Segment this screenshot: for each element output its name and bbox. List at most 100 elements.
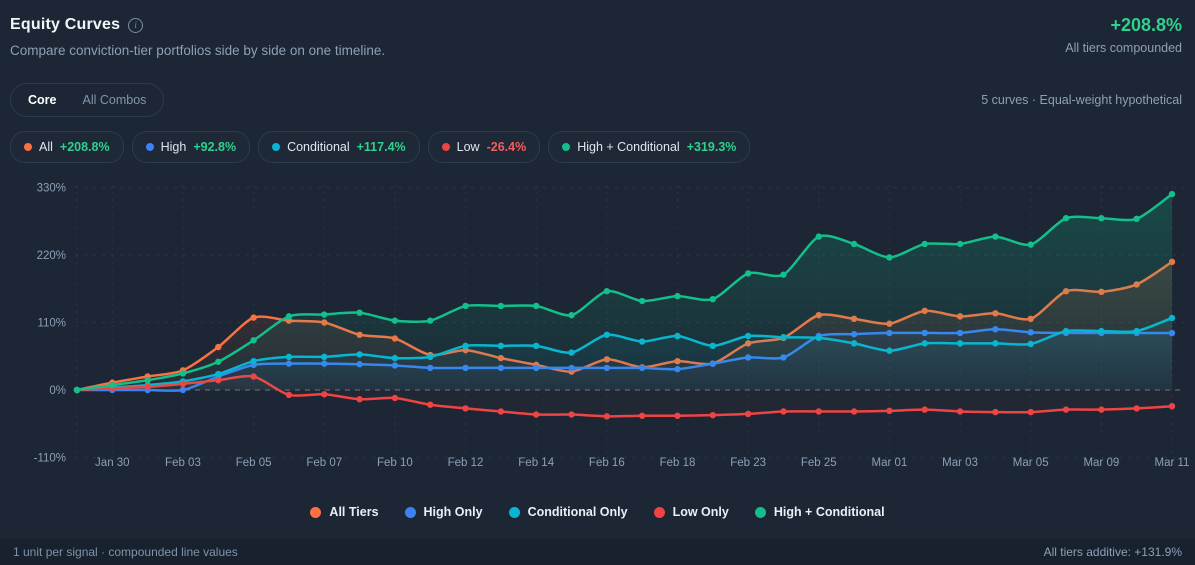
data-point[interactable] [921, 240, 928, 248]
data-point[interactable] [956, 408, 964, 415]
legend-item-low-only[interactable]: Low Only [653, 505, 729, 519]
data-point[interactable] [73, 386, 81, 394]
data-point[interactable] [179, 370, 187, 377]
equity-chart-svg[interactable]: Jan 30 Feb 03 Feb 05 Feb 07 Feb 10 Feb 12 Feb … [0, 175, 1195, 475]
data-point[interactable] [462, 405, 469, 412]
series-chip-high-conditional[interactable]: High + Conditional +319.3% [548, 131, 751, 163]
data-point[interactable] [603, 288, 611, 295]
data-point[interactable] [815, 233, 822, 240]
data-point[interactable] [532, 411, 540, 418]
x-tick-label: Mar 09 [1083, 457, 1119, 469]
data-point[interactable] [674, 412, 681, 419]
data-point[interactable] [1133, 215, 1140, 223]
series-chip-low[interactable]: Low -26.4% [427, 131, 541, 163]
x-tick-label: Mar 01 [872, 457, 908, 469]
data-point[interactable] [568, 411, 575, 418]
data-point[interactable] [285, 391, 293, 399]
legend-item-all-tiers[interactable]: All Tiers [310, 505, 379, 519]
data-point[interactable] [285, 313, 293, 320]
series-dot-icon [272, 143, 281, 151]
x-tick-label: Mar 03 [942, 457, 978, 469]
legend-item-high-only[interactable]: High Only [404, 505, 483, 519]
x-tick-label: Feb 18 [660, 457, 696, 469]
data-point[interactable] [780, 271, 787, 278]
data-point[interactable] [709, 411, 717, 419]
data-point[interactable] [250, 337, 257, 344]
x-tick-label: Mar 05 [1013, 457, 1049, 469]
equity-chart: Jan 30 Feb 03 Feb 05 Feb 07 Feb 10 Feb 12 Feb … [0, 175, 1195, 475]
data-point[interactable] [356, 396, 363, 403]
tab-all-combos[interactable]: All Combos [69, 87, 159, 113]
data-point[interactable] [356, 309, 363, 316]
data-point[interactable] [391, 394, 399, 402]
data-point[interactable] [462, 302, 469, 310]
data-point[interactable] [992, 233, 999, 240]
data-point[interactable] [815, 408, 822, 415]
series-chips-row: All +208.8% High +92.8% Conditional +117.4% Lo… [10, 131, 751, 163]
legend-label: High + Conditional [773, 505, 885, 519]
x-tick-label: Jan 30 [95, 457, 130, 469]
legend-label: Low Only [672, 505, 729, 519]
data-point[interactable] [532, 302, 540, 310]
data-point[interactable] [921, 406, 928, 413]
page-title: Equity Curves [10, 16, 121, 33]
page-subtitle: Compare conviction-tier portfolios side … [10, 43, 386, 58]
data-point[interactable] [603, 413, 611, 420]
data-point[interactable] [992, 408, 999, 416]
series-dot-icon [562, 143, 571, 151]
data-point[interactable] [427, 317, 434, 324]
data-point[interactable] [497, 408, 505, 415]
data-point[interactable] [109, 381, 116, 389]
data-point[interactable] [215, 358, 222, 365]
y-tick-label: -110% [34, 452, 66, 464]
data-point[interactable] [144, 376, 151, 384]
data-point[interactable] [850, 408, 858, 415]
data-point[interactable] [321, 391, 328, 398]
y-tick-label: 220% [37, 250, 66, 262]
data-point[interactable] [744, 270, 752, 277]
data-point[interactable] [250, 314, 257, 321]
legend-item-high-conditional[interactable]: High + Conditional [754, 505, 885, 519]
data-point[interactable] [780, 408, 787, 415]
data-point[interactable] [1098, 214, 1105, 222]
legend-dot-icon [508, 506, 520, 518]
data-point[interactable] [1098, 406, 1105, 413]
series-chip-conditional[interactable]: Conditional +117.4% [258, 131, 420, 163]
data-point[interactable] [568, 311, 575, 319]
x-tick-label: Feb 16 [589, 457, 625, 469]
data-point[interactable] [638, 297, 646, 305]
data-point[interactable] [956, 240, 964, 248]
data-point[interactable] [1027, 241, 1034, 248]
series-dot-icon [24, 143, 32, 151]
data-point[interactable] [1133, 405, 1140, 412]
series-chip-value: -26.4% [486, 140, 527, 154]
series-chip-value: +319.3% [686, 140, 737, 154]
data-point[interactable] [850, 240, 858, 248]
data-point[interactable] [744, 410, 752, 418]
data-point[interactable] [391, 317, 399, 324]
data-point[interactable] [427, 401, 434, 408]
data-point[interactable] [215, 343, 222, 351]
series-chip-label: All [39, 140, 53, 154]
info-icon[interactable]: i [128, 17, 144, 33]
data-point[interactable] [1168, 402, 1176, 410]
data-point[interactable] [497, 302, 505, 310]
data-point[interactable] [886, 407, 893, 415]
x-tick-label: Feb 07 [306, 457, 342, 469]
data-point[interactable] [674, 292, 681, 300]
data-point[interactable] [321, 311, 328, 318]
series-chip-all[interactable]: All +208.8% [10, 131, 124, 163]
chart-legend: All Tiers High Only Conditional Only Low On… [0, 505, 1195, 519]
data-point[interactable] [1027, 408, 1034, 416]
series-chip-label: Conditional [287, 140, 350, 154]
data-point[interactable] [638, 412, 646, 419]
data-point[interactable] [1062, 214, 1070, 222]
data-point[interactable] [1168, 190, 1176, 198]
data-point[interactable] [1062, 406, 1070, 413]
series-dot-icon [441, 143, 450, 151]
tab-core[interactable]: Core [15, 87, 69, 113]
data-point[interactable] [709, 295, 717, 303]
legend-item-conditional-only[interactable]: Conditional Only [508, 505, 628, 519]
data-point[interactable] [886, 254, 893, 261]
series-chip-high[interactable]: High +92.8% [131, 131, 251, 163]
